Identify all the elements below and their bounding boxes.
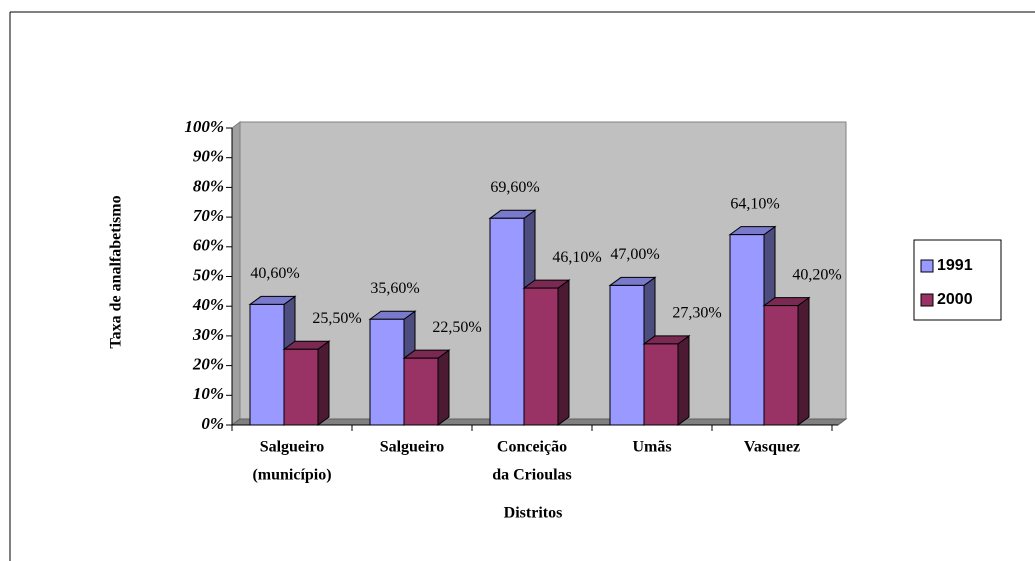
legend-label: 1991: [937, 257, 973, 274]
bar: [369, 318, 405, 426]
bar-side: [557, 279, 570, 426]
y-tick-label: 40%: [192, 295, 224, 314]
y-tick-label: 70%: [193, 206, 224, 225]
value-label: 27,30%: [672, 305, 721, 322]
x-tick-label: Vasquez: [744, 439, 800, 456]
bar-side: [797, 296, 810, 426]
bar: [609, 284, 645, 426]
value-label: 69,60%: [490, 179, 539, 196]
legend-swatch: [920, 259, 934, 273]
x-tick-label: Salgueiro: [260, 439, 325, 456]
y-tick-label: 0%: [201, 414, 224, 433]
bar: [283, 348, 319, 426]
bar-side: [437, 349, 450, 426]
x-tick-label: Salgueiro: [380, 439, 445, 456]
value-label: 47,00%: [610, 246, 659, 263]
y-tick-label: 20%: [192, 355, 224, 374]
bar-side: [317, 340, 330, 426]
bar: [249, 303, 285, 426]
legend-label: 2000: [937, 291, 973, 308]
bar: [403, 357, 439, 426]
value-label: 22,50%: [432, 319, 481, 336]
x-tick-label: da Crioulas: [492, 467, 572, 484]
bar: [763, 305, 799, 426]
y-tick-label: 10%: [193, 384, 224, 403]
y-tick-label: 60%: [193, 236, 224, 255]
bar: [729, 234, 765, 426]
bar-side: [677, 334, 690, 426]
x-tick-label: Umãs: [632, 439, 671, 456]
bar: [489, 217, 525, 426]
y-axis-title: Taxa de analfabetismo: [108, 195, 125, 348]
y-tick-label: 80%: [193, 176, 224, 195]
value-label: 40,20%: [792, 266, 841, 283]
bar: [643, 343, 679, 426]
y-tick-label: 30%: [192, 325, 224, 344]
y-tick-label: 50%: [193, 265, 224, 284]
value-label: 64,10%: [730, 195, 779, 212]
value-label: 46,10%: [552, 249, 601, 266]
x-axis-title: Distritos: [504, 505, 563, 522]
bar: [523, 287, 559, 426]
value-label: 40,60%: [250, 265, 299, 282]
side-wall: [231, 121, 241, 426]
value-label: 35,60%: [370, 280, 419, 297]
y-tick-label: 90%: [193, 147, 224, 166]
x-tick-label: Conceição: [497, 439, 567, 456]
x-tick-label: (município): [252, 467, 331, 484]
legend-swatch: [920, 293, 934, 307]
legend: [913, 239, 1002, 321]
y-tick-label: 100%: [184, 117, 224, 136]
value-label: 25,50%: [312, 310, 361, 327]
